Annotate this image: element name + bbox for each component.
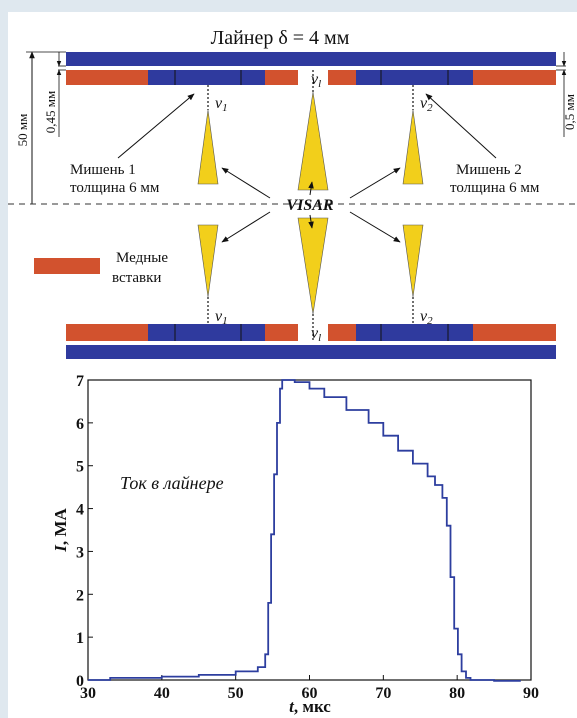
velocity-v1-top: v1 [215, 95, 228, 114]
plot-frame [87, 379, 532, 681]
x-tick-label: 60 [302, 685, 318, 702]
copper-insert [473, 324, 556, 341]
top-liner-bar [66, 52, 556, 66]
x-tick-label: 80 [449, 685, 465, 702]
liner-schematic: Лайнер δ = 4 мм [8, 27, 577, 359]
copper-insert [66, 70, 148, 85]
bottom-liner-bar [66, 345, 556, 359]
x-tick-label: 90 [523, 685, 539, 702]
y-tick-label: 7 [76, 373, 84, 390]
y-tick-label: 6 [76, 416, 84, 433]
y-tick-label: 2 [76, 587, 84, 604]
target-plate [356, 324, 473, 341]
probe-target-1-lower [197, 224, 219, 298]
legend-copper-label: Медные вставки [112, 250, 172, 286]
target-2-label: Мишень 2 толщина 6 мм [450, 162, 540, 196]
copper-insert [328, 324, 356, 341]
probe-liner-lower [297, 217, 329, 315]
figure-canvas: Лайнер δ = 4 мм [8, 27, 577, 716]
copper-insert [328, 70, 356, 85]
current-chart: 30 40 50 60 70 80 90 0 1 2 3 4 5 6 7 Ток в лайнере t, … [51, 373, 539, 716]
x-tick-label: 50 [228, 685, 244, 702]
target-1-label: Мишень 1 толщина 6 мм [70, 162, 160, 196]
copper-insert [265, 324, 298, 341]
y-tick-label: 0 [76, 673, 84, 690]
copper-insert [473, 70, 556, 85]
visar-arrows [221, 167, 401, 243]
bottom-insert-row [66, 324, 556, 341]
legend-copper-swatch [34, 258, 100, 274]
y-tick-label: 5 [76, 459, 84, 476]
velocity-v2-bottom: v2 [420, 308, 433, 327]
x-tick-label: 30 [80, 685, 96, 702]
velocity-v2-top: v2 [420, 95, 433, 114]
y-tick-label: 4 [76, 502, 84, 519]
dim-gap-left-label: 0,45 мм [43, 91, 58, 133]
copper-insert [66, 324, 148, 341]
y-tick-label: 1 [76, 630, 84, 647]
y-axis-label: I, МА [51, 508, 70, 553]
y-tick-label: 3 [76, 544, 84, 561]
schematic-title: Лайнер δ = 4 мм [211, 27, 350, 49]
velocity-vl-bottom: vl [311, 325, 321, 344]
series-line-current [88, 379, 521, 682]
figure-frame: Лайнер δ = 4 мм [8, 12, 577, 718]
copper-insert [265, 70, 298, 85]
dim-height-label: 50 мм [15, 114, 30, 147]
probe-liner-upper [297, 91, 329, 191]
probe-target-2-upper [402, 109, 424, 185]
x-axis-label: t, мкс [289, 697, 331, 716]
velocity-vl-top: vl [311, 71, 321, 90]
visar-label: VISAR [286, 197, 333, 214]
target-plate [148, 70, 265, 85]
chart-annotation: Ток в лайнере [120, 473, 224, 493]
top-insert-row [66, 70, 556, 85]
target-plate [148, 324, 265, 341]
velocity-v1-bottom: v1 [215, 308, 228, 327]
x-tick-label: 40 [154, 685, 170, 702]
dim-gap-right-label: 0,5 мм [562, 94, 577, 130]
probe-target-1-upper [197, 109, 219, 185]
axis-ticks: 30 40 50 60 70 80 90 0 1 2 3 4 5 6 7 [76, 373, 539, 702]
target-plate [356, 70, 473, 85]
x-tick-label: 70 [375, 685, 391, 702]
probe-target-2-lower [402, 224, 424, 298]
